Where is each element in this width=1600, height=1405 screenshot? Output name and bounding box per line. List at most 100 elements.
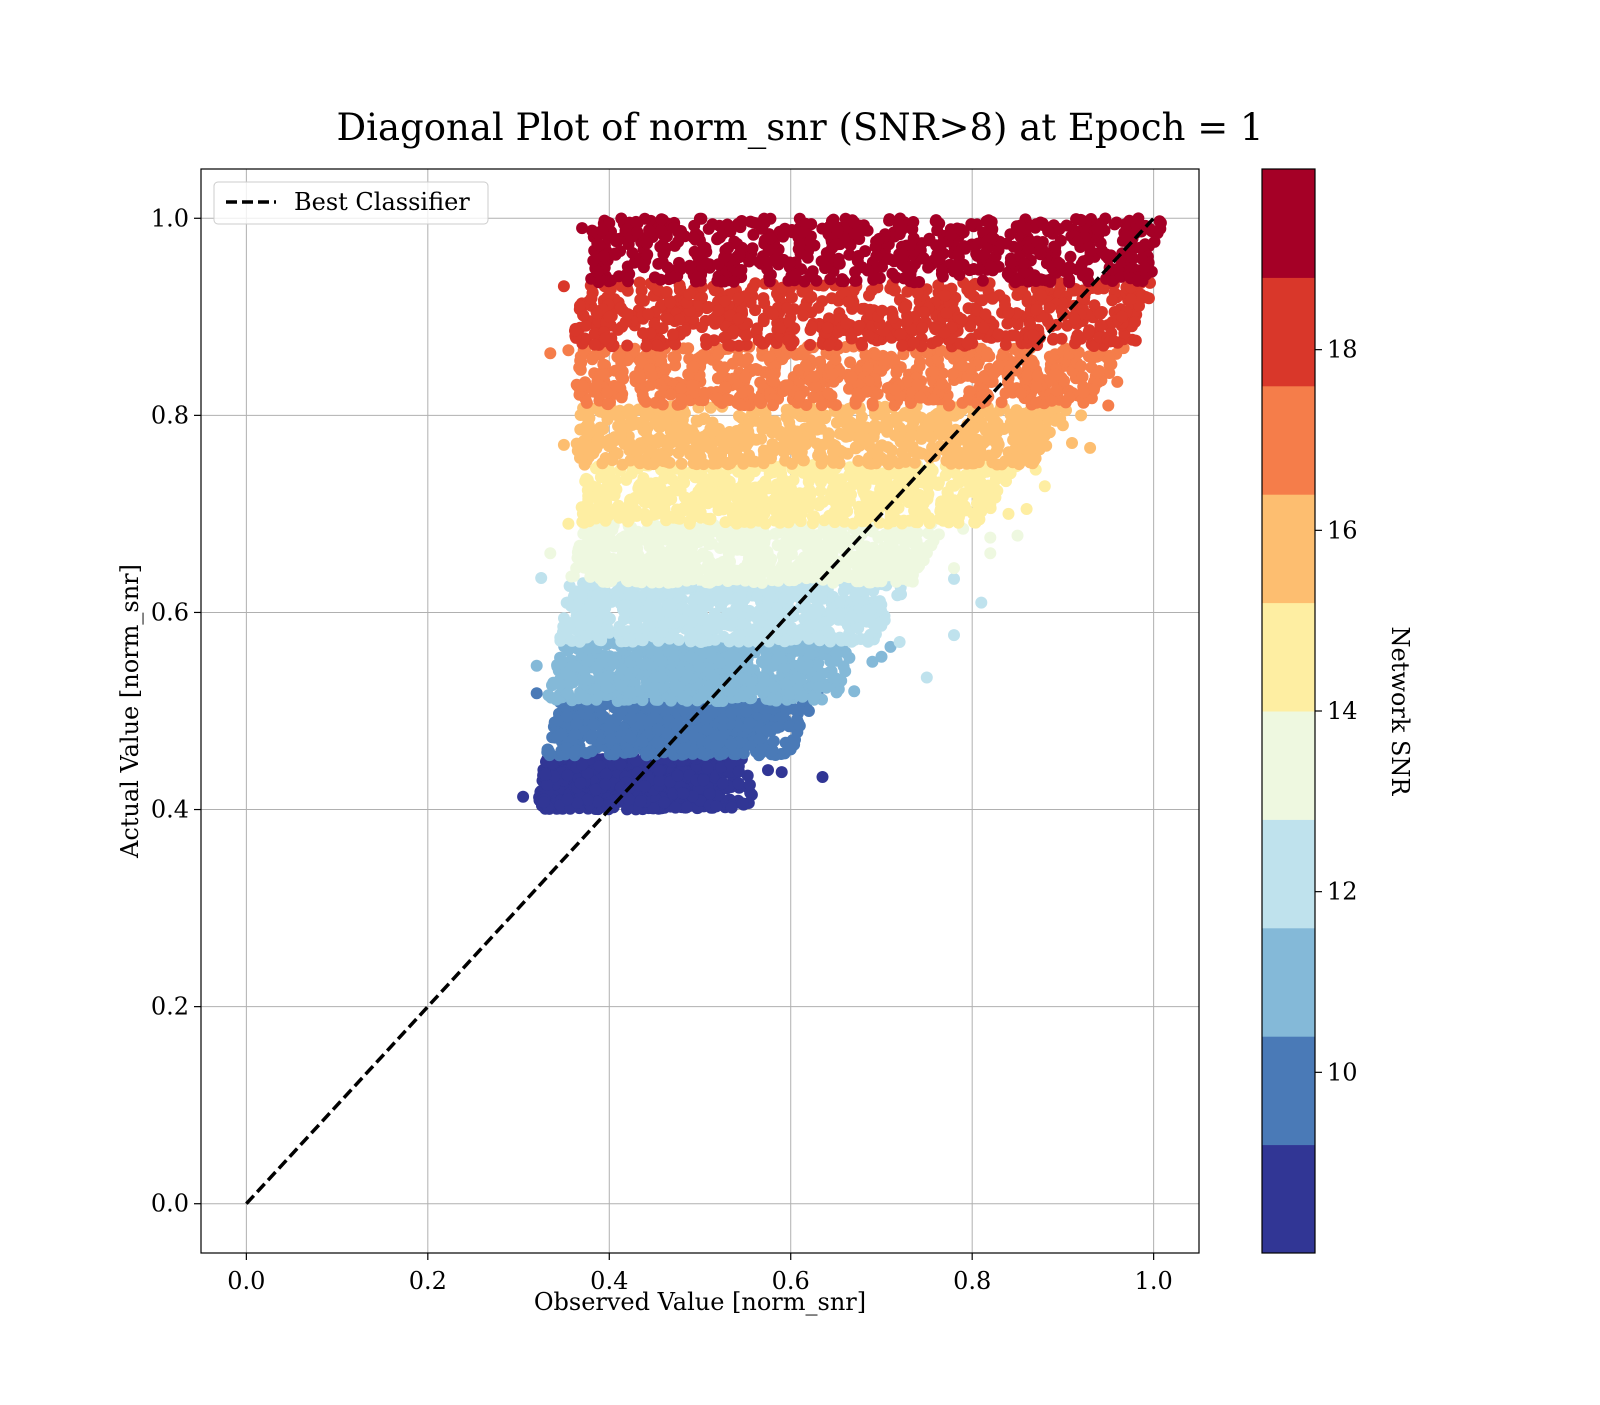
scatter-point xyxy=(734,629,746,641)
scatter-point xyxy=(710,800,722,812)
scatter-point xyxy=(555,657,567,669)
scatter-point xyxy=(952,517,964,529)
scatter-point xyxy=(733,766,745,778)
scatter-point xyxy=(916,432,928,444)
scatter-point xyxy=(948,453,960,465)
scatter-point xyxy=(840,583,852,595)
scatter-point xyxy=(769,415,781,427)
scatter-point xyxy=(674,513,686,525)
scatter-point xyxy=(797,691,809,703)
scatter-point xyxy=(687,730,699,742)
scatter-point xyxy=(582,794,594,806)
scatter-point xyxy=(665,695,677,707)
scatter-point xyxy=(840,534,852,546)
scatter-point xyxy=(592,435,604,447)
scatter-point xyxy=(705,513,717,525)
scatter-point xyxy=(783,720,795,732)
scatter-point xyxy=(872,449,884,461)
scatter-point xyxy=(822,530,834,542)
scatter-outlier-point xyxy=(562,518,574,530)
scatter-point xyxy=(681,801,693,813)
scatter-point xyxy=(794,660,806,672)
scatter-point xyxy=(852,455,864,467)
scatter-point xyxy=(660,514,672,526)
scatter-outlier-point xyxy=(531,687,543,699)
scatter-point xyxy=(874,595,886,607)
scatter-outlier-point xyxy=(776,766,788,778)
scatter-point xyxy=(704,788,716,800)
scatter-point xyxy=(625,713,637,725)
scatter-point xyxy=(615,680,627,692)
scatter-point xyxy=(771,722,783,734)
chart-title: Diagonal Plot of norm_snr (SNR>8) at Epo… xyxy=(336,106,1263,150)
scatter-outlier-point xyxy=(1075,409,1087,421)
scatter-point xyxy=(719,557,731,569)
scatter-point xyxy=(891,514,903,526)
scatter-point xyxy=(731,592,743,604)
scatter-point xyxy=(691,563,703,575)
scatter-point xyxy=(822,427,834,439)
scatter-point xyxy=(725,707,737,719)
scatter-point xyxy=(675,615,687,627)
scatter-outlier-point xyxy=(894,636,906,648)
scatter-point xyxy=(873,531,885,543)
scatter-point xyxy=(927,530,939,542)
scatter-point xyxy=(867,542,879,554)
scatter-point xyxy=(912,527,924,539)
scatter-point xyxy=(677,787,689,799)
scatter-point xyxy=(868,431,880,443)
scatter-point xyxy=(865,604,877,616)
scatter-point xyxy=(639,780,651,792)
scatter-point xyxy=(903,575,915,587)
scatter-point xyxy=(744,717,756,729)
scatter-point xyxy=(737,798,749,810)
scatter-point xyxy=(605,734,617,746)
scatter-point xyxy=(788,527,800,539)
scatter-point xyxy=(616,423,628,435)
scatter-point xyxy=(822,625,834,637)
scatter-point xyxy=(827,577,839,589)
scatter-point xyxy=(687,573,699,585)
scatter-point xyxy=(608,658,620,670)
scatter-point xyxy=(903,496,915,508)
scatter-point xyxy=(817,668,829,680)
scatter-outlier-point xyxy=(535,572,547,584)
scatter-point xyxy=(642,496,654,508)
scatter-point xyxy=(845,422,857,434)
scatter-point xyxy=(963,426,975,438)
scatter-point xyxy=(717,777,729,789)
scatter-point xyxy=(696,748,708,760)
scatter-point xyxy=(786,548,798,560)
scatter-point xyxy=(736,673,748,685)
scatter-point xyxy=(869,419,881,431)
scatter-point xyxy=(599,778,611,790)
scatter-point xyxy=(799,552,811,564)
scatter-point xyxy=(743,418,755,430)
scatter-point xyxy=(1033,423,1045,435)
scatter-point xyxy=(580,674,592,686)
scatter-point xyxy=(685,504,697,516)
scatter-outlier-point xyxy=(1003,508,1015,520)
scatter-point xyxy=(619,599,631,611)
scatter-point xyxy=(725,543,737,555)
scatter-point xyxy=(641,515,653,527)
scatter-point xyxy=(756,577,768,589)
scatter-point xyxy=(902,411,914,423)
scatter-point xyxy=(794,645,806,657)
scatter-point xyxy=(811,562,823,574)
scatter-point xyxy=(792,452,804,464)
scatter-point xyxy=(918,507,930,519)
scatter-point xyxy=(707,426,719,438)
scatter-point xyxy=(569,745,581,757)
scatter-point xyxy=(650,479,662,491)
scatter-point xyxy=(813,604,825,616)
scatter-point xyxy=(652,723,664,735)
scatter-point xyxy=(770,498,782,510)
scatter-point xyxy=(666,570,678,582)
scatter-point xyxy=(586,745,598,757)
scatter-point xyxy=(629,536,641,548)
scatter-point xyxy=(650,694,662,706)
scatter-outlier-point xyxy=(744,779,756,791)
scatter-point xyxy=(569,728,581,740)
